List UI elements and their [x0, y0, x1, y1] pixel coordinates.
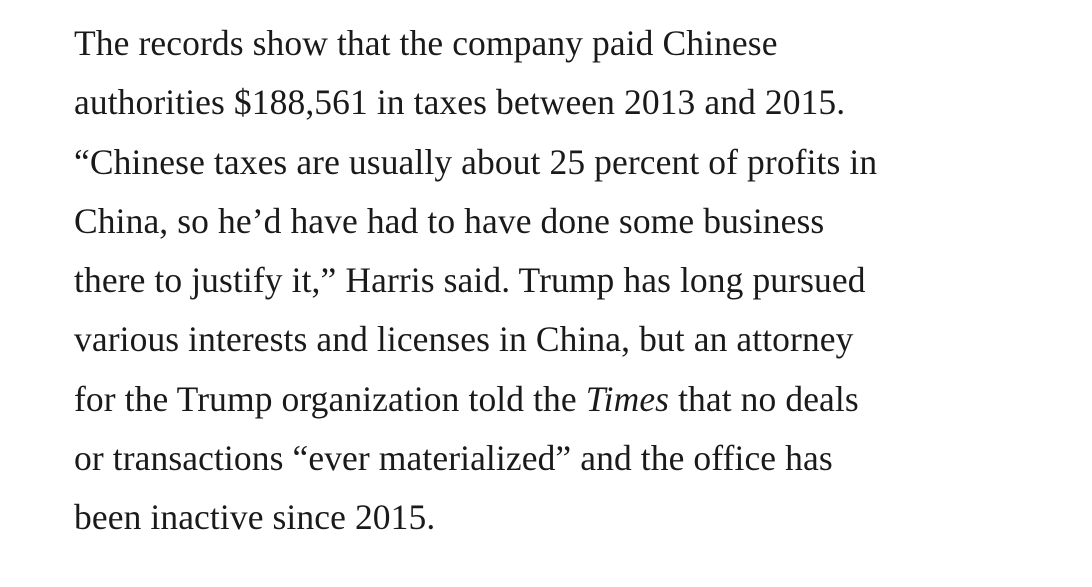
paragraph-line: there to justify it,” Harris said. Trump…: [74, 260, 866, 301]
paragraph-line: authorities $188,561 in taxes between 20…: [74, 82, 846, 123]
paragraph-line: for the Trump organization told the Time…: [74, 370, 1074, 429]
paragraph-line: “Chinese taxes are usually about 25 perc…: [74, 141, 878, 182]
line-text-before-italic: for the Trump organization told the: [74, 378, 586, 419]
paragraph-line: been inactive since 2015.: [74, 497, 436, 538]
line-text-after-italic: that no deals: [669, 378, 859, 419]
publication-title-italic: Times: [585, 378, 670, 419]
article-paragraph: The records show that the company paid C…: [74, 14, 1074, 548]
paragraph-line: The records show that the company paid C…: [74, 23, 778, 63]
paragraph-line: or transactions “ever materialized” and …: [74, 438, 833, 479]
paragraph-line: various interests and licenses in China,…: [74, 319, 854, 360]
paragraph-line: China, so he’d have had to have done som…: [74, 200, 825, 241]
